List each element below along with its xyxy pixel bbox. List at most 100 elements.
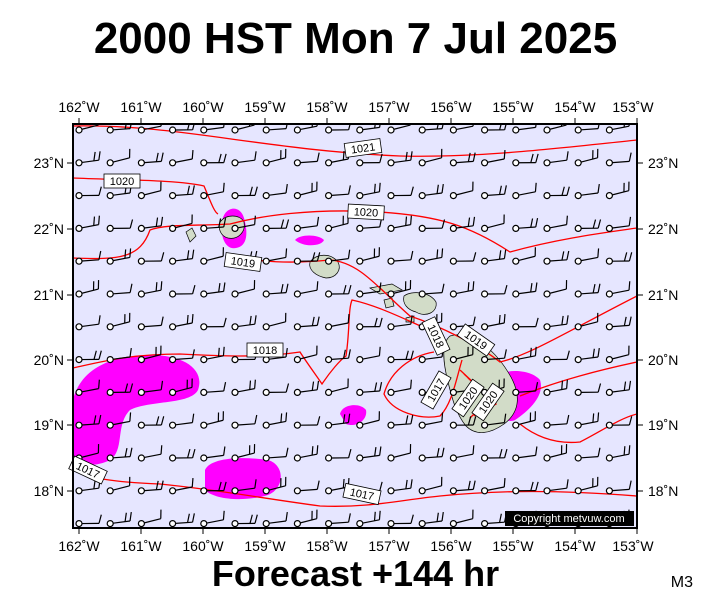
wind-barb: [293, 181, 318, 200]
lon-label: 155˚W: [492, 538, 534, 554]
lon-label: 161˚W: [120, 538, 162, 554]
wind-barb: [169, 214, 193, 232]
wind-barb: [449, 480, 476, 495]
wind-barb: [605, 216, 632, 232]
svg-text:1017: 1017: [349, 487, 375, 504]
wind-barb: [325, 249, 351, 265]
wind-barb: [293, 252, 321, 265]
lon-label: 161˚W: [120, 99, 162, 115]
wind-barb: [356, 446, 382, 462]
isobar-1021: [73, 125, 637, 157]
wind-barb: [106, 476, 131, 495]
isobar-label: 1020: [103, 173, 141, 189]
wind-barb: [605, 416, 633, 429]
wind-barb: [293, 281, 319, 298]
wind-barb: [512, 247, 536, 265]
wind-barb: [512, 317, 539, 331]
wind-barb: [512, 481, 539, 495]
wind-barb: [200, 153, 227, 167]
wind-barb: [543, 280, 568, 298]
wind-barb: [543, 379, 568, 396]
wind-barb: [449, 345, 474, 364]
wind-barb: [605, 345, 630, 364]
wind-barb: [169, 513, 195, 528]
model-label: M3: [670, 574, 693, 591]
wind-barb: [106, 148, 131, 167]
wind-barb: [325, 185, 351, 200]
wind-barb: [512, 411, 536, 429]
wind-barb: [262, 383, 290, 396]
map-sea: [73, 124, 637, 528]
wind-barb: [106, 512, 132, 528]
wind-barb: [137, 380, 164, 396]
wind-barb: [293, 416, 321, 429]
wind-barb: [262, 184, 288, 200]
wind-barb: [481, 284, 508, 298]
wind-barb: [574, 148, 599, 167]
lon-label: 153˚W: [612, 538, 654, 554]
lat-label: 23˚N: [34, 155, 64, 171]
lat-label: 23˚N: [648, 155, 678, 171]
wind-barb: [418, 512, 444, 528]
copyright-box: Copyright metvuw.com: [505, 511, 634, 526]
wind-barb: [200, 247, 224, 265]
map-title: 2000 HST Mon 7 Jul 2025: [93, 14, 618, 63]
wind-barb: [387, 350, 414, 364]
island-lanai: [383, 297, 395, 309]
lat-label: 19˚N: [34, 417, 64, 433]
wind-barb: [574, 412, 600, 429]
lon-label: 160˚W: [182, 99, 224, 115]
wind-barb: [543, 186, 570, 200]
lat-label: 22˚N: [648, 221, 678, 237]
wind-barb: [231, 151, 257, 167]
wind-barb: [543, 250, 570, 265]
axis-ticks: [67, 118, 643, 534]
wind-barb: [106, 283, 133, 298]
wind-barb: [512, 282, 538, 298]
wind-barb: [231, 414, 258, 429]
wind-barb: [75, 414, 102, 429]
lat-labels-right: 23˚N 22˚N 21˚N 20˚N 19˚N 18˚N: [648, 155, 678, 499]
svg-text:1021: 1021: [350, 141, 376, 156]
lon-label: 162˚W: [58, 99, 100, 115]
wind-barb: [75, 151, 101, 167]
wind-barb: [543, 151, 569, 167]
wind-barb: [106, 412, 132, 429]
wind-barb: [293, 480, 320, 495]
lon-label: 158˚W: [306, 538, 348, 554]
wind-barb: [169, 448, 196, 462]
wind-barb: [169, 150, 194, 167]
wind-barb: [512, 218, 539, 232]
svg-text:1019: 1019: [230, 255, 256, 270]
wind-barb: [169, 185, 195, 200]
wind-barb: [262, 512, 288, 528]
wind-barb: [418, 184, 444, 200]
wind-barb: [356, 382, 383, 396]
wind-barb: [75, 350, 102, 364]
wind-barb: [418, 447, 445, 462]
wind-barb: [262, 219, 290, 232]
lon-label: 156˚W: [430, 538, 472, 554]
lon-label: 159˚W: [244, 99, 286, 115]
isobar-label: 1021: [343, 138, 383, 158]
wind-barb: [169, 478, 194, 495]
wind-barb: [387, 479, 413, 495]
wind-barb: [293, 152, 320, 167]
wind-barb: [200, 481, 227, 495]
lon-label: 160˚W: [182, 538, 224, 554]
wind-barb: [387, 215, 412, 232]
wind-barb: [387, 151, 413, 167]
wind-barb: [543, 414, 570, 429]
wind-barb: [605, 152, 632, 167]
wind-barb: [481, 513, 507, 528]
lon-label: 157˚W: [368, 99, 410, 115]
wind-barb: [262, 283, 289, 298]
wind-barb: [325, 513, 351, 528]
wind-barb: [449, 445, 475, 462]
wind-barb: [106, 312, 131, 331]
wind-barb: [387, 280, 412, 298]
isobar-label: 1020: [347, 203, 385, 221]
wind-barb: [106, 248, 132, 265]
wind-barb: [418, 148, 443, 167]
lon-label: 153˚W: [612, 99, 654, 115]
